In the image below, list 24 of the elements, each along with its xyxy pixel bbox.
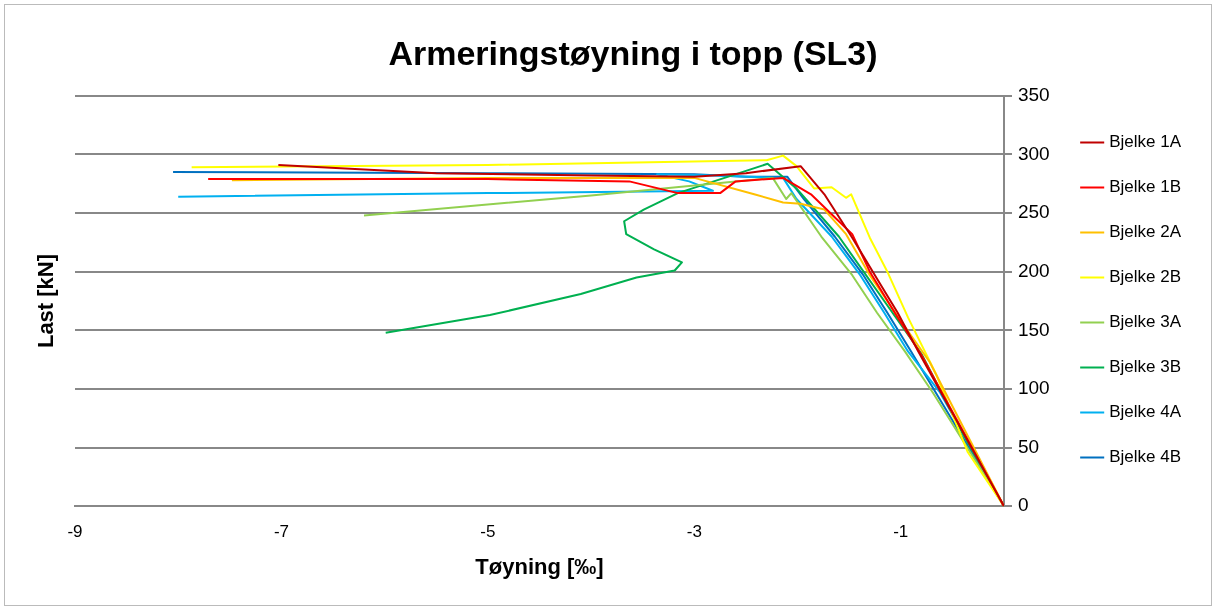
x-tick-label: -1 bbox=[893, 522, 909, 542]
y-tick-label: 250 bbox=[1017, 201, 1050, 223]
x-tick-label: -7 bbox=[273, 522, 289, 542]
legend-label: Bjelke 4A bbox=[1109, 402, 1182, 422]
y-tick-label: 150 bbox=[1017, 318, 1050, 340]
y-axis-title: Last [kN] bbox=[33, 253, 59, 349]
legend-label: Bjelke 3B bbox=[1109, 357, 1182, 377]
legend-label: Bjelke 4B bbox=[1109, 447, 1182, 467]
legend-label: Bjelke 2B bbox=[1109, 267, 1182, 287]
legend-label: Bjelke 1A bbox=[1109, 132, 1182, 152]
y-tick-label: 350 bbox=[1017, 84, 1050, 106]
chart-title: Armeringstøyning i topp (SL3) bbox=[388, 33, 878, 72]
legend-label: Bjelke 1B bbox=[1109, 177, 1182, 197]
legend-label: Bjelke 2A bbox=[1109, 222, 1182, 242]
y-tick-label: 200 bbox=[1017, 259, 1050, 281]
y-tick-label: 0 bbox=[1017, 494, 1029, 516]
x-tick-label: -5 bbox=[480, 522, 496, 542]
x-axis-title: Tøyning [‰] bbox=[475, 553, 604, 579]
legend-label: Bjelke 3A bbox=[1109, 312, 1182, 332]
y-tick-label: 100 bbox=[1017, 377, 1050, 399]
x-tick-label: -3 bbox=[686, 522, 702, 542]
x-tick-label: -9 bbox=[67, 522, 83, 542]
y-tick-label: 50 bbox=[1017, 435, 1040, 457]
y-tick-label: 300 bbox=[1017, 142, 1050, 164]
